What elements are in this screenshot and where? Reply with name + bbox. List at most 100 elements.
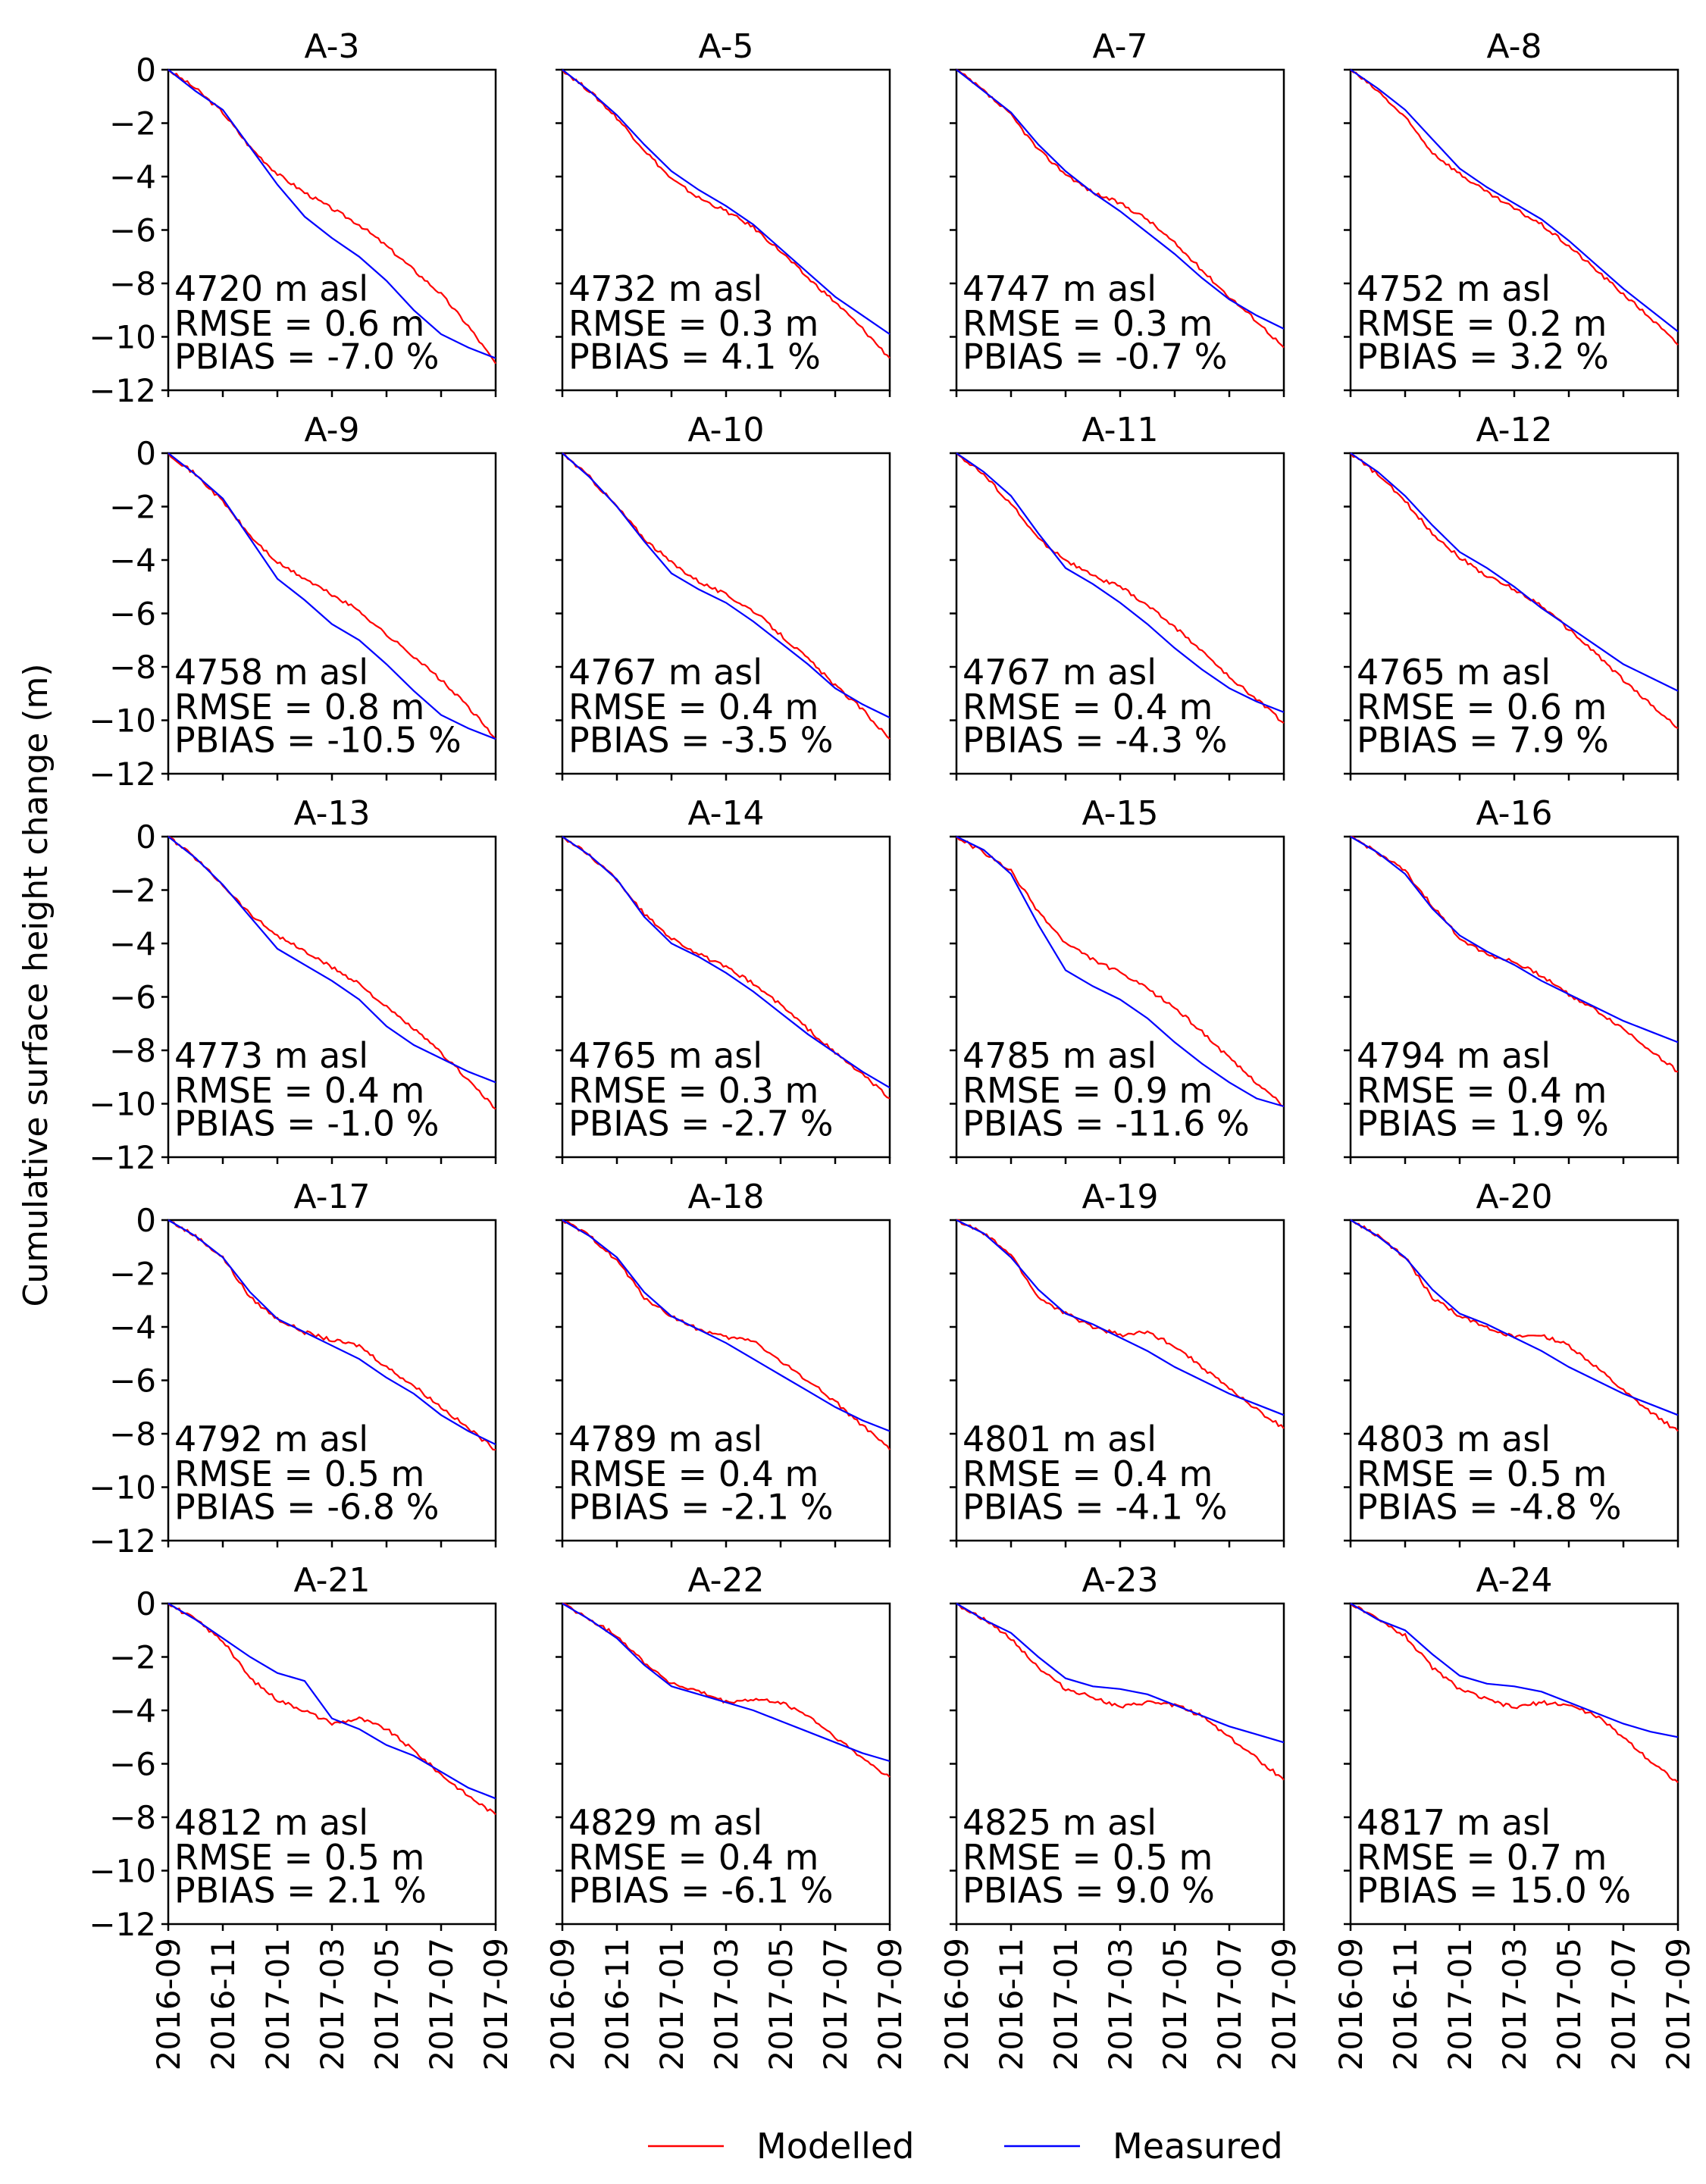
rmse-annotation: RMSE = 0.6 m <box>1357 687 1607 727</box>
series-measured <box>956 1603 1285 1744</box>
x-tick-label: 2016-09 <box>544 1938 581 2071</box>
x-tick-label: 2016-09 <box>150 1938 187 2071</box>
series-measured <box>1350 836 1679 1044</box>
elevation-annotation: 4765 m asl <box>1357 652 1551 693</box>
y-tick-label: −10 <box>89 702 156 740</box>
series-modelled <box>956 1603 1285 1781</box>
rmse-annotation: RMSE = 0.4 m <box>568 687 819 727</box>
rmse-annotation: RMSE = 0.2 m <box>1357 303 1607 344</box>
x-tick-label: 2016-09 <box>1332 1938 1369 2071</box>
rmse-annotation: RMSE = 0.3 m <box>568 303 819 344</box>
series-measured <box>167 69 496 359</box>
panel-title: A-12 <box>1476 411 1553 449</box>
elevation-annotation: 4803 m asl <box>1357 1419 1551 1460</box>
y-tick-label: −10 <box>89 1086 156 1123</box>
y-tick-label: −2 <box>109 1256 156 1293</box>
rmse-annotation: RMSE = 0.8 m <box>174 687 424 727</box>
series-modelled <box>1350 1219 1679 1432</box>
elevation-annotation: 4785 m asl <box>963 1035 1157 1076</box>
rmse-annotation: RMSE = 0.7 m <box>1357 1837 1607 1878</box>
pbias-annotation: PBIAS = -0.7 % <box>963 336 1227 377</box>
elevation-annotation: 4789 m asl <box>568 1419 762 1460</box>
rmse-annotation: RMSE = 0.5 m <box>174 1453 424 1494</box>
series-measured <box>956 836 1285 1108</box>
pbias-annotation: PBIAS = -11.6 % <box>963 1103 1250 1144</box>
y-tick-label: −4 <box>109 1309 156 1346</box>
x-tick-label: 2017-05 <box>1157 1938 1194 2071</box>
legend-label: Measured <box>1113 2126 1283 2167</box>
pbias-annotation: PBIAS = 7.9 % <box>1357 720 1609 761</box>
rmse-annotation: RMSE = 0.4 m <box>963 1453 1213 1494</box>
rmse-annotation: RMSE = 0.4 m <box>568 1837 819 1878</box>
elevation-annotation: 4752 m asl <box>1357 268 1551 309</box>
y-tick-label: −4 <box>109 158 156 196</box>
y-tick-label: −6 <box>109 979 156 1016</box>
series-modelled <box>1350 452 1679 730</box>
rmse-annotation: RMSE = 0.5 m <box>1357 1453 1607 1494</box>
panel-title: A-7 <box>1092 27 1147 66</box>
x-tick-label: 2016-11 <box>993 1938 1030 2071</box>
series-measured <box>167 1219 496 1446</box>
rmse-annotation: RMSE = 0.4 m <box>963 687 1213 727</box>
y-tick-label: −12 <box>89 1139 156 1176</box>
panel-title: A-3 <box>304 27 359 66</box>
series-measured <box>562 836 891 1089</box>
series-modelled <box>167 452 496 740</box>
pbias-annotation: PBIAS = -1.0 % <box>174 1103 439 1144</box>
elevation-annotation: 4792 m asl <box>174 1419 368 1460</box>
panel-title: A-8 <box>1486 27 1542 66</box>
x-tick-label: 2017-05 <box>1551 1938 1588 2071</box>
panel-title: A-11 <box>1082 411 1159 449</box>
pbias-annotation: PBIAS = -3.5 % <box>568 720 833 761</box>
pbias-annotation: PBIAS = -2.1 % <box>568 1487 833 1528</box>
x-tick-label: 2017-09 <box>477 1938 515 2071</box>
series-measured <box>1350 1219 1679 1416</box>
rmse-annotation: RMSE = 0.4 m <box>1357 1070 1607 1111</box>
elevation-annotation: 4829 m asl <box>568 1802 762 1843</box>
series-modelled <box>1350 1603 1679 1783</box>
x-tick-label: 2017-03 <box>314 1938 351 2071</box>
panel-title: A-19 <box>1082 1178 1159 1216</box>
series-measured <box>562 69 891 335</box>
rmse-annotation: RMSE = 0.5 m <box>174 1837 424 1878</box>
pbias-annotation: PBIAS = 2.1 % <box>174 1870 427 1911</box>
y-tick-label: −2 <box>109 1639 156 1676</box>
y-tick-label: −12 <box>89 756 156 793</box>
y-tick-label: 0 <box>136 52 156 89</box>
y-tick-label: −2 <box>109 105 156 142</box>
panel-title: A-21 <box>294 1561 371 1600</box>
y-tick-label: −12 <box>89 1906 156 1943</box>
panel-title: A-9 <box>304 411 359 449</box>
panel-title: A-18 <box>688 1178 765 1216</box>
elevation-annotation: 4732 m asl <box>568 268 762 309</box>
elevation-annotation: 4773 m asl <box>174 1035 368 1076</box>
series-modelled <box>562 1219 891 1450</box>
y-tick-label: −4 <box>109 925 156 962</box>
series-modelled <box>167 69 496 365</box>
pbias-annotation: PBIAS = 4.1 % <box>568 336 821 377</box>
y-tick-label: 0 <box>136 435 156 472</box>
panel-a-22: 2016-09 2016-11 2017-01 2017-03 2017-05 2017-… <box>544 1561 909 2071</box>
y-tick-label: 0 <box>136 1202 156 1239</box>
pbias-annotation: PBIAS = 15.0 % <box>1357 1870 1631 1911</box>
panel-title: A-13 <box>294 794 371 833</box>
elevation-annotation: 4817 m asl <box>1357 1802 1551 1843</box>
x-tick-label: 2017-05 <box>368 1938 405 2071</box>
series-modelled <box>956 452 1285 724</box>
series-measured <box>562 452 891 718</box>
x-tick-label: 2016-09 <box>938 1938 975 2071</box>
legend-entry-modelled: Modelled <box>648 2126 914 2167</box>
y-tick-label: −6 <box>109 1746 156 1783</box>
y-tick-label: −8 <box>109 1032 156 1069</box>
y-tick-label: −8 <box>109 1799 156 1836</box>
pbias-annotation: PBIAS = -4.1 % <box>963 1487 1227 1528</box>
x-tick-label: 2017-09 <box>1660 1938 1697 2071</box>
